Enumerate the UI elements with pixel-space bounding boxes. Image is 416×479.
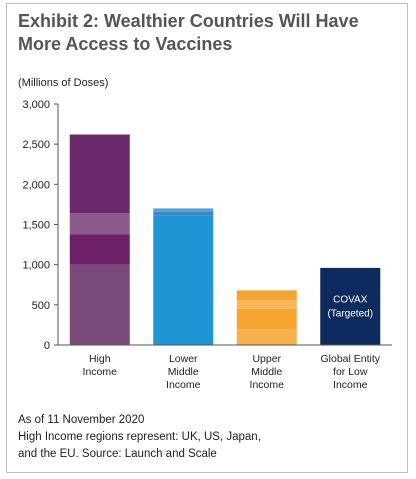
bar-group <box>320 267 381 345</box>
note-line: As of 11 November 2020 <box>18 414 145 426</box>
y-tick-label: 1,000 <box>22 260 50 272</box>
bar <box>153 215 214 345</box>
y-tick-label: 500 <box>32 300 50 312</box>
bar <box>69 134 130 214</box>
bar-annotation: COVAX <box>333 294 368 305</box>
bar <box>69 264 130 345</box>
x-category-label: Middle <box>251 366 282 378</box>
y-tick-label: 2,500 <box>22 139 50 151</box>
bar <box>69 213 130 235</box>
x-category-label: Income <box>333 379 368 391</box>
note-line: High Income regions represent: UK, US, J… <box>18 431 261 443</box>
x-category-label: Income <box>83 366 118 378</box>
note-line: and the EU. Source: Launch and Scale <box>18 448 217 460</box>
bar <box>236 290 297 301</box>
chart-notes: As of 11 November 2020 High Income regio… <box>18 412 398 463</box>
x-category-label: High <box>89 353 111 365</box>
x-category-label: Income <box>166 379 201 391</box>
y-axis: 0 500 1,000 1,500 2,000 2,500 3,000 <box>22 99 59 352</box>
bar <box>153 208 214 212</box>
x-category-label: Income <box>250 379 285 391</box>
y-tick-label: 1,500 <box>22 220 50 232</box>
bar-group <box>69 134 130 345</box>
y-tick-label: 3,000 <box>22 99 50 111</box>
bar <box>153 211 214 216</box>
bar <box>320 267 381 345</box>
bar-group <box>153 208 214 345</box>
bar <box>236 308 297 329</box>
x-axis: HighIncomeLowerMiddleIncomeUpperMiddleIn… <box>58 344 392 391</box>
bar <box>236 328 297 345</box>
x-category-label: Lower <box>169 353 198 365</box>
x-category-label: Global Entity <box>320 353 380 365</box>
bar <box>69 234 130 265</box>
x-category-label: for Low <box>333 366 368 378</box>
x-category-label: Upper <box>252 353 281 365</box>
bars-layer: COVAX (Targeted) <box>69 134 381 345</box>
bar-annotation: (Targeted) <box>327 308 373 319</box>
x-category-label: Middle <box>168 366 199 378</box>
chart-title: Exhibit 2: Wealthier Countries Will Have… <box>18 11 359 54</box>
y-tick-label: 2,000 <box>22 179 50 191</box>
bar-group <box>236 290 297 345</box>
bar <box>236 300 297 309</box>
y-tick-label: 0 <box>44 340 50 352</box>
y-axis-unit-label: (Millions of Doses) <box>18 77 109 89</box>
